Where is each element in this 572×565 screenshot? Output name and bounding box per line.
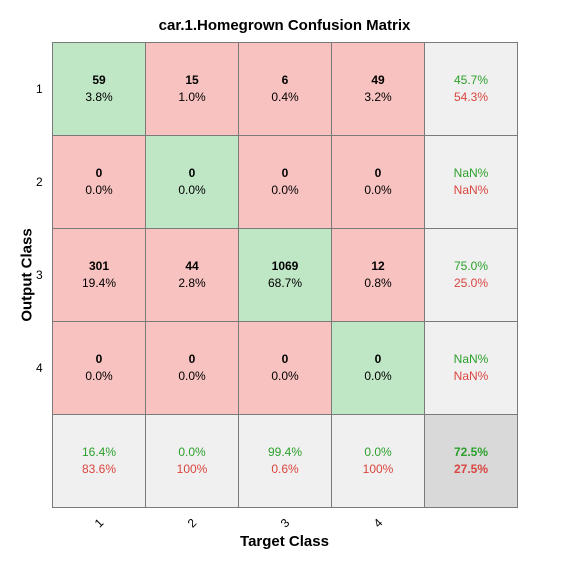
column-summary-cell: 99.4% 0.6%	[238, 414, 332, 508]
matrix-cell: 0 0.0%	[238, 135, 332, 229]
cell-count: 12	[371, 259, 385, 273]
column-incorrect-percent: 0.6%	[271, 462, 299, 476]
matrix-cell: 15 1.0%	[145, 42, 239, 136]
x-tick-label: 3	[277, 515, 292, 531]
cell-percent: 0.0%	[178, 183, 206, 197]
column-incorrect-percent: 83.6%	[81, 462, 117, 476]
cell-percent: 0.0%	[364, 369, 392, 383]
row-summary-cell: 45.7% 54.3%	[424, 42, 518, 136]
row-summary-cell: NaN% NaN%	[424, 135, 518, 229]
confusion-matrix: 59 3.8% 15 1.0% 6 0.4% 49 3.2% 45.7% 54.3% 0 0.0% 0 0…	[52, 42, 518, 508]
x-tick-label: 1	[91, 515, 106, 531]
cell-count: 49	[371, 73, 385, 87]
matrix-cell: 44 2.8%	[145, 228, 239, 322]
matrix-cell: 1069 68.7%	[238, 228, 332, 322]
row-incorrect-percent: 54.3%	[453, 90, 489, 104]
cell-percent: 1.0%	[178, 90, 206, 104]
matrix-cell: 0 0.0%	[52, 135, 146, 229]
x-tick-label: 2	[184, 515, 199, 531]
cell-percent: 3.8%	[85, 90, 113, 104]
chart-title: car.1.Homegrown Confusion Matrix	[158, 17, 411, 34]
cell-count: 0	[374, 352, 382, 366]
cell-count: 59	[92, 73, 106, 87]
cell-count: 15	[185, 73, 199, 87]
overall-accuracy-cell: 72.5% 27.5%	[424, 414, 518, 508]
y-axis-label: Output Class	[18, 228, 36, 322]
y-tick-label: 4	[36, 360, 43, 375]
row-incorrect-percent: NaN%	[453, 369, 489, 383]
cell-percent: 0.4%	[271, 90, 299, 104]
cell-percent: 0.0%	[271, 369, 299, 383]
cell-count: 0	[188, 352, 196, 366]
matrix-cell: 0 0.0%	[238, 321, 332, 415]
column-correct-percent: 0.0%	[178, 445, 206, 459]
matrix-cell: 0 0.0%	[145, 135, 239, 229]
cell-percent: 3.2%	[364, 90, 392, 104]
cell-percent: 2.8%	[178, 276, 206, 290]
cell-count: 0	[281, 166, 289, 180]
cell-count: 301	[88, 259, 110, 273]
y-tick-label: 2	[36, 174, 43, 189]
matrix-cell: 0 0.0%	[145, 321, 239, 415]
y-tick-label: 1	[36, 81, 43, 96]
matrix-cell: 12 0.8%	[331, 228, 425, 322]
cell-percent: 68.7%	[267, 276, 303, 290]
cell-count: 0	[281, 352, 289, 366]
matrix-cell: 59 3.8%	[52, 42, 146, 136]
row-correct-percent: NaN%	[453, 352, 489, 366]
cell-count: 44	[185, 259, 199, 273]
column-incorrect-percent: 100%	[176, 462, 208, 476]
row-correct-percent: 45.7%	[453, 73, 489, 87]
cell-count: 0	[95, 352, 103, 366]
matrix-cell: 0 0.0%	[331, 321, 425, 415]
cell-percent: 0.0%	[85, 183, 113, 197]
row-summary-cell: NaN% NaN%	[424, 321, 518, 415]
cell-percent: 0.8%	[364, 276, 392, 290]
column-incorrect-percent: 100%	[362, 462, 394, 476]
column-correct-percent: 99.4%	[267, 445, 303, 459]
column-correct-percent: 0.0%	[364, 445, 392, 459]
row-summary-cell: 75.0% 25.0%	[424, 228, 518, 322]
cell-percent: 0.0%	[178, 369, 206, 383]
cell-count: 0	[95, 166, 103, 180]
y-tick-label: 3	[36, 267, 43, 282]
overall-incorrect-percent: 27.5%	[453, 462, 489, 476]
cell-count: 1069	[271, 259, 299, 273]
column-summary-cell: 16.4% 83.6%	[52, 414, 146, 508]
cell-percent: 0.0%	[271, 183, 299, 197]
matrix-cell: 49 3.2%	[331, 42, 425, 136]
matrix-cell: 0 0.0%	[331, 135, 425, 229]
cell-percent: 0.0%	[364, 183, 392, 197]
overall-correct-percent: 72.5%	[453, 445, 489, 459]
cell-count: 0	[188, 166, 196, 180]
matrix-cell: 0 0.0%	[52, 321, 146, 415]
cell-percent: 0.0%	[85, 369, 113, 383]
x-axis-label: Target Class	[240, 533, 329, 550]
row-incorrect-percent: 25.0%	[453, 276, 489, 290]
matrix-cell: 6 0.4%	[238, 42, 332, 136]
cell-count: 6	[281, 73, 289, 87]
column-correct-percent: 16.4%	[81, 445, 117, 459]
cell-percent: 19.4%	[81, 276, 117, 290]
row-correct-percent: NaN%	[453, 166, 489, 180]
row-incorrect-percent: NaN%	[453, 183, 489, 197]
row-correct-percent: 75.0%	[453, 259, 489, 273]
column-summary-cell: 0.0% 100%	[331, 414, 425, 508]
x-tick-label: 4	[370, 515, 385, 531]
column-summary-cell: 0.0% 100%	[145, 414, 239, 508]
cell-count: 0	[374, 166, 382, 180]
matrix-cell: 301 19.4%	[52, 228, 146, 322]
